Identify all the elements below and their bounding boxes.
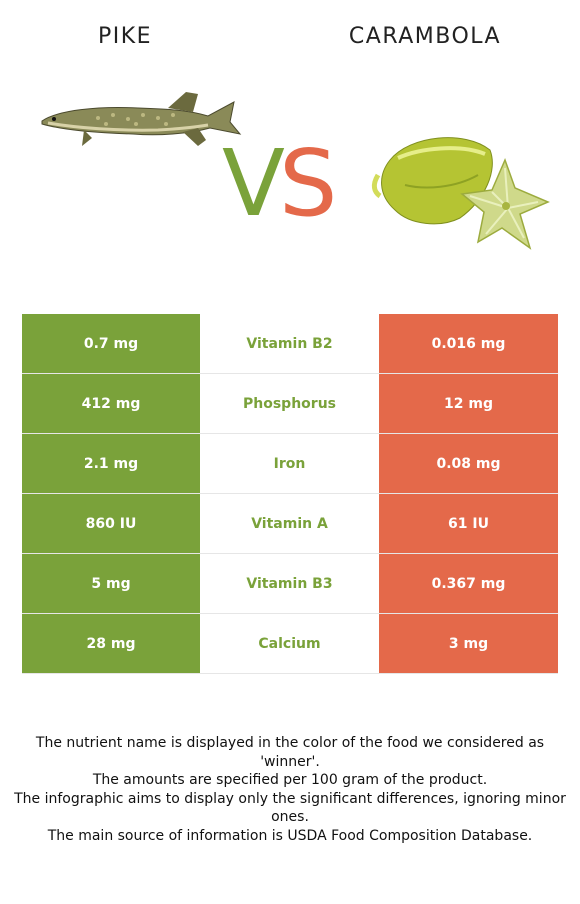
table-row: 5 mg Vitamin B3 0.367 mg bbox=[22, 554, 558, 614]
nutrient-name: Vitamin B3 bbox=[200, 554, 379, 613]
footnote: The nutrient name is displayed in the co… bbox=[35, 735, 545, 770]
table-row: 2.1 mg Iron 0.08 mg bbox=[22, 434, 558, 494]
left-value: 412 mg bbox=[22, 374, 200, 433]
footnotes: The nutrient name is displayed in the co… bbox=[10, 734, 570, 845]
right-value: 0.367 mg bbox=[379, 554, 558, 613]
nutrient-name: Vitamin A bbox=[200, 494, 379, 553]
comparison-table: 0.7 mg Vitamin B2 0.016 mg 412 mg Phosph… bbox=[22, 314, 558, 674]
footnote: The infographic aims to display only the… bbox=[14, 790, 566, 826]
right-food-title: CARAMBOLA bbox=[348, 24, 502, 49]
vs-label: VS bbox=[222, 138, 337, 230]
nutrient-name: Iron bbox=[200, 434, 379, 493]
footnote: The amounts are specified per 100 gram o… bbox=[92, 772, 488, 788]
vs-v: V bbox=[222, 130, 285, 237]
left-value: 860 IU bbox=[22, 494, 200, 553]
pike-fish-image bbox=[41, 92, 242, 146]
left-food-title: PIKE bbox=[97, 24, 153, 49]
vs-s: S bbox=[278, 130, 337, 237]
table-row: 860 IU Vitamin A 61 IU bbox=[22, 494, 558, 554]
table-row: 28 mg Calcium 3 mg bbox=[22, 614, 558, 674]
left-value: 28 mg bbox=[22, 614, 200, 673]
table-row: 0.7 mg Vitamin B2 0.016 mg bbox=[22, 314, 558, 374]
right-value: 0.08 mg bbox=[379, 434, 558, 493]
left-value: 5 mg bbox=[22, 554, 200, 613]
right-value: 61 IU bbox=[379, 494, 558, 553]
carambola-fruit-image bbox=[371, 137, 550, 250]
left-value: 0.7 mg bbox=[22, 314, 200, 373]
table-row: 412 mg Phosphorus 12 mg bbox=[22, 374, 558, 434]
right-value: 12 mg bbox=[379, 374, 558, 433]
left-value: 2.1 mg bbox=[22, 434, 200, 493]
right-value: 3 mg bbox=[379, 614, 558, 673]
nutrient-name: Vitamin B2 bbox=[200, 314, 379, 373]
nutrient-name: Phosphorus bbox=[200, 374, 379, 433]
footnote: The main source of information is USDA F… bbox=[47, 827, 533, 844]
right-value: 0.016 mg bbox=[379, 314, 558, 373]
nutrient-name: Calcium bbox=[200, 614, 379, 673]
